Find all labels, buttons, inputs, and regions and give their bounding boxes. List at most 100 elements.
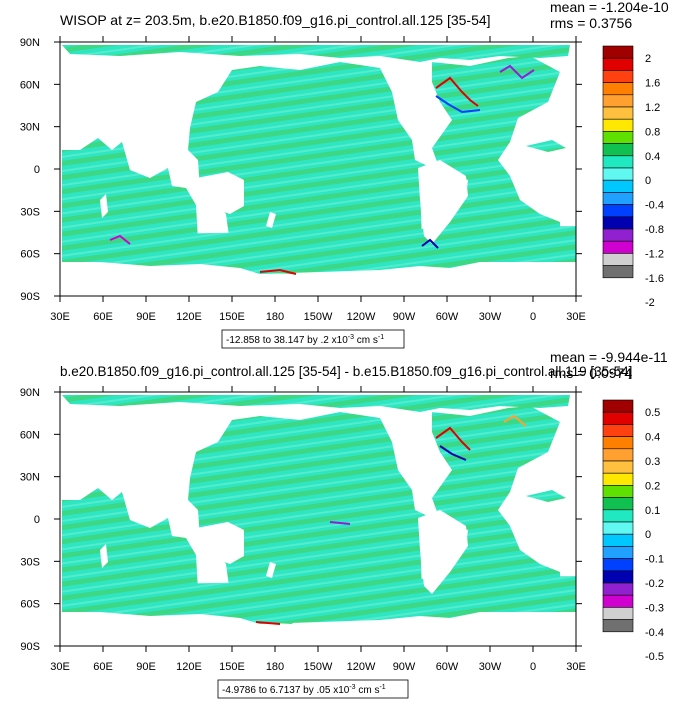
panel-2-x-tick-label: 90W xyxy=(393,661,416,673)
panel-1-axes: 30E 60E 90E 120E 150E 180 150W 120W 90W 60W 30W 0 30… xyxy=(20,36,586,323)
panel-1-x-tick-label: 0 xyxy=(530,311,536,323)
panel-2-x-tick-label: 60E xyxy=(93,661,113,673)
panel-1-colorbar-label: -1.6 xyxy=(645,273,664,285)
panel-1-x-tick-label: 90E xyxy=(136,311,156,323)
south-america xyxy=(418,160,468,244)
panel-1-contour-info: -12.858 to 38.147 by .2 x10 xyxy=(226,335,348,346)
pacific-ocean xyxy=(188,62,432,262)
pacific-ocean xyxy=(188,412,432,612)
panel-2-x-tick-label: 30E xyxy=(50,661,70,673)
panel-1-colorbar-label: -2 xyxy=(645,297,655,309)
panel-1-x-tick-label: 180 xyxy=(266,311,284,323)
madagascar xyxy=(100,194,108,218)
panel-1-x-tick-label: 150W xyxy=(304,311,333,323)
panel-2-x-tick-label: 120E xyxy=(176,661,202,673)
panel-1-x-tick-label: 120E xyxy=(176,311,202,323)
panel-2-x-tick-label: 60W xyxy=(436,661,459,673)
panel-2-colorbar-swatch xyxy=(602,607,634,620)
southern-ocean-anomaly-1 xyxy=(109,234,131,245)
panel-2-mean: mean = -9.944e-11 xyxy=(550,349,668,365)
panel-1-contour-info-units-exp: -1 xyxy=(378,334,384,341)
panel-1-y-tick-label: 0 xyxy=(34,164,40,176)
panel-2-axes: 30E 60E 90E 120E 150E 180 150W 120W 90W 60W 30W 0 30… xyxy=(20,386,586,673)
panel-2-colorbar-swatch xyxy=(602,570,634,584)
panel-1-colorbar-swatch xyxy=(602,204,634,218)
panel-2-colorbar-swatch xyxy=(602,436,634,450)
panel-2-y-tick-label: 30N xyxy=(20,472,40,484)
panel-2-x-tick-label: 30E xyxy=(566,661,586,673)
panel-2-colorbar-swatch xyxy=(602,411,634,425)
labrador-sea-anomaly xyxy=(435,76,479,107)
panel-1-colorbar-swatch xyxy=(602,167,634,181)
panel-1-colorbar-swatch xyxy=(602,131,634,144)
panel-2-colorbar-label: 0.4 xyxy=(645,432,660,444)
panel-2-x-tick-label: 150W xyxy=(304,661,333,673)
australia xyxy=(196,172,244,214)
panel-1-colorbar-swatch xyxy=(602,265,634,279)
gulf-stream-anomaly xyxy=(439,445,467,461)
panel-2-colorbar-label: -0.1 xyxy=(645,554,664,566)
panel-1-colorbar-swatch xyxy=(602,228,634,242)
drake-passage-anomaly xyxy=(421,238,439,249)
arctic-ocean xyxy=(62,395,570,412)
panel-2-y-tick-label: 30S xyxy=(20,556,40,568)
southern-ocean-anomaly xyxy=(255,621,281,625)
panel-1-colorbar-swatch xyxy=(602,106,634,120)
panel-1-contour-info-units: cm s xyxy=(354,335,378,346)
panel-1-hotspots xyxy=(109,64,535,275)
panel-1-mean: mean = -1.204e-10 xyxy=(550,0,669,15)
panel-2-land xyxy=(100,510,468,594)
panel-1-x-tick-label: 30W xyxy=(479,311,502,323)
panel-1-colorbar-swatch xyxy=(602,155,634,169)
panel-2-colorbar-label: 0.3 xyxy=(645,456,660,468)
panel-1-x-tick-label: 60W xyxy=(436,311,459,323)
panel-1-y-tick-label: 30N xyxy=(20,122,40,134)
atlantic-ocean xyxy=(432,406,560,612)
panel-2-colorbar-swatch xyxy=(602,582,634,596)
panel-2-y-tick-label: 0 xyxy=(34,514,40,526)
madagascar xyxy=(100,544,108,568)
panel-2-title: b.e20.B1850.f09_g16.pi_control.all.125 [… xyxy=(60,364,632,379)
panel-2-x-tick-label: 120W xyxy=(347,661,376,673)
panel-2-colorbar-swatch xyxy=(602,399,634,413)
panel-2-contour-info-units: cm s xyxy=(356,685,380,696)
panel-1-colorbar-swatch xyxy=(602,70,634,83)
atlantic-ocean xyxy=(432,56,560,262)
panel-1-map: 30E 60E 90E 120E 150E 180 150W 120W 90W 60W 30W 0 30… xyxy=(20,36,586,323)
panel-2-colorbar-swatch xyxy=(602,448,634,462)
panel-1-y-tick-label: 60S xyxy=(20,249,40,261)
arctic-ocean xyxy=(62,45,570,62)
panel-1-x-tick-label: 120W xyxy=(347,311,376,323)
panel-2: b.e20.B1850.f09_g16.pi_control.all.125 [… xyxy=(20,349,668,699)
panel-1: WISOP at z= 203.5m, b.e20.B1850.f09_g16.… xyxy=(20,0,669,349)
panel-1-colorbar-label: 0 xyxy=(645,175,651,187)
panel-2-colorbar-swatch xyxy=(602,533,634,547)
panel-2-colorbar-swatch xyxy=(602,472,634,486)
panel-2-colorbar-label: -0.4 xyxy=(645,627,664,639)
panel-2-colorbar-label: -0.5 xyxy=(645,651,664,663)
panel-1-colorbar-swatch xyxy=(602,192,634,205)
panel-1-colorbar-swatch xyxy=(602,82,634,96)
panel-1-x-tick-label: 90W xyxy=(393,311,416,323)
panel-1-colorbar-swatch xyxy=(602,143,634,157)
panel-1-colorbar-swatch xyxy=(602,253,634,266)
panel-2-colorbar-swatch xyxy=(602,619,634,633)
panel-2-x-tick-label: 90E xyxy=(136,661,156,673)
panel-1-y-tick-label: 90N xyxy=(20,37,40,49)
svg-text:-12.858 to 38.147 by .2 x10-3: -12.858 to 38.147 by .2 x10-3 cm s-1 xyxy=(226,334,384,346)
ross-sea xyxy=(236,612,300,624)
indian-ocean xyxy=(62,488,210,612)
labrador-sea-anomaly xyxy=(435,426,471,451)
panel-1-contour-info-box: -12.858 to 38.147 by .2 x10-3 cm s-1 xyxy=(221,329,405,349)
panel-2-colorbar-label: 0.5 xyxy=(645,407,660,419)
panel-2-contour-info-units-exp: -1 xyxy=(379,684,385,691)
panel-1-colorbar-label: -0.8 xyxy=(645,224,664,236)
panel-1-x-tick-label: 30E xyxy=(50,311,70,323)
australia xyxy=(196,522,244,564)
equatorial-anomaly xyxy=(329,521,351,525)
panel-1-land xyxy=(100,160,468,244)
panel-2-x-tick-label: 180 xyxy=(266,661,284,673)
mediterranean xyxy=(526,140,566,152)
panel-1-contour-info-exp: -3 xyxy=(348,334,354,341)
